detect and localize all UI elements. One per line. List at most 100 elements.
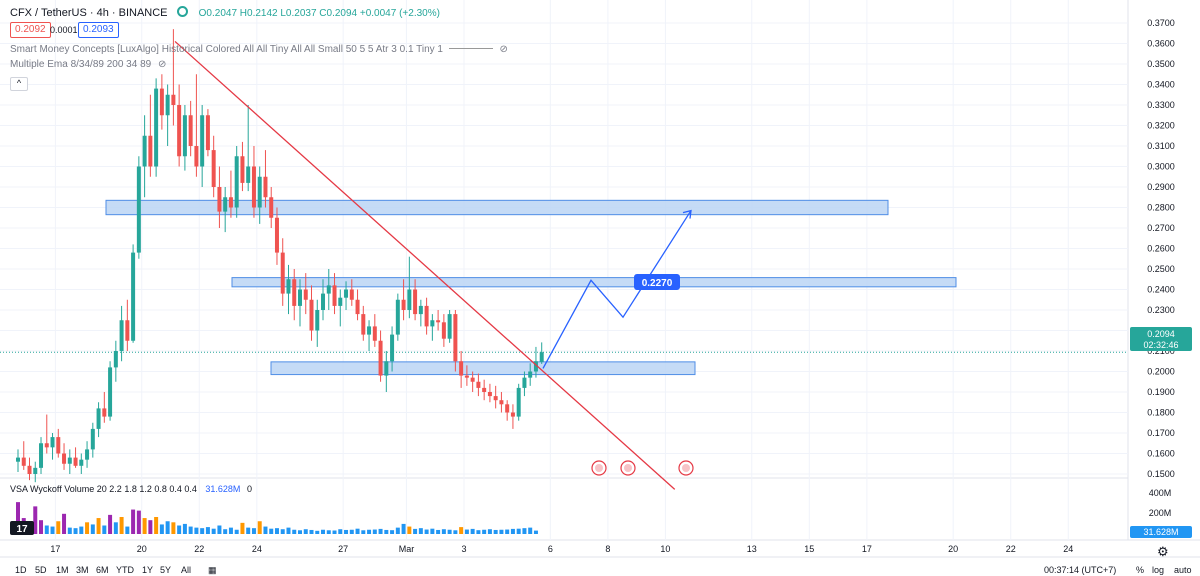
time-tick-label: 22 [1006, 544, 1016, 554]
candle-body [223, 197, 228, 212]
drawings: 0.2270 17 [10, 40, 694, 535]
candle-body [90, 428, 95, 450]
volume-bar [67, 527, 72, 534]
candle-body [280, 252, 285, 294]
candle-body [142, 135, 147, 167]
volume-bar [441, 529, 446, 534]
candle-body [390, 334, 395, 362]
collapse-legend-button[interactable]: ^ [10, 77, 28, 91]
volume-bar [148, 520, 153, 534]
candle-body [62, 453, 67, 464]
hidden-eye-icon[interactable]: ⊘ [158, 59, 167, 70]
volume-bar [73, 528, 78, 534]
tf-6m[interactable]: 6M [96, 565, 109, 575]
tf-5y[interactable]: 5Y [160, 565, 172, 575]
volume-bar [182, 523, 187, 534]
candle-body [286, 279, 291, 294]
log-toggle[interactable]: log [1152, 565, 1165, 575]
candle-body [326, 285, 331, 294]
sr-zones [105, 199, 957, 376]
volume-bar [464, 529, 469, 534]
tf-ytd[interactable]: YTD [116, 565, 134, 575]
tf-1y[interactable]: 1Y [142, 565, 154, 575]
candle-body [378, 340, 383, 376]
candle-body [16, 457, 20, 462]
volume-bar [326, 530, 331, 534]
volume-tick-label: 400M [1149, 488, 1172, 498]
price-tick-label: 0.3500 [1147, 59, 1175, 69]
economic-event-icon [620, 460, 636, 476]
volume-bar [142, 518, 147, 534]
date-range-icon[interactable]: ▦ [208, 565, 217, 575]
candle-body [200, 115, 205, 167]
volume-bar [177, 525, 182, 534]
volume-bar [228, 527, 233, 534]
time-tick-label: 17 [50, 544, 60, 554]
buy-price[interactable]: 0.2093 [78, 22, 119, 38]
hidden-eye-icon[interactable]: ⊘ [499, 44, 508, 55]
price-tick-label: 0.2700 [1147, 223, 1175, 233]
volume-bar [274, 528, 279, 534]
candle-body [297, 289, 302, 306]
time-tick-label: 27 [338, 544, 348, 554]
candle-body [171, 94, 176, 105]
volume-bar [131, 509, 136, 534]
volume-bar [90, 524, 95, 534]
volume-bar [297, 530, 302, 534]
volume-bar [33, 506, 38, 534]
time-tick-label: 8 [605, 544, 610, 554]
tf-5d[interactable]: 5D [35, 565, 47, 575]
volume-bar [338, 529, 343, 534]
volume-legend[interactable]: VSA Wyckoff Volume 20 2.2 1.8 1.2 0.8 0.… [10, 484, 252, 494]
candle-body [205, 115, 210, 151]
price-tick-label: 0.3400 [1147, 80, 1175, 90]
candle-body [470, 377, 475, 382]
volume-bar [528, 527, 533, 534]
candle-body [177, 105, 182, 157]
candle-body [21, 457, 26, 466]
candle-body [510, 412, 515, 417]
candle-body [464, 375, 469, 378]
clock-utc[interactable]: 00:37:14 (UTC+7) [1044, 565, 1117, 575]
volume-bar [240, 522, 245, 534]
settings-gear-icon[interactable]: ⚙ [1157, 544, 1169, 559]
candle-body [125, 320, 130, 341]
indicator-ema[interactable]: Multiple Ema 8/34/89 200 34 89 ⊘ [10, 59, 166, 70]
volume-bar [263, 526, 268, 534]
candle-body [516, 387, 521, 417]
candle-body [50, 437, 55, 448]
candle-body [332, 285, 337, 306]
candles [16, 29, 544, 483]
volume-bar [286, 527, 291, 534]
price-tick-label: 0.3200 [1147, 121, 1175, 131]
tf-3m[interactable]: 3M [76, 565, 89, 575]
auto-toggle[interactable]: auto [1174, 565, 1192, 575]
candle-body [79, 459, 84, 466]
candle-body [211, 150, 216, 187]
price-tick-label: 0.2400 [1147, 285, 1175, 295]
tf-all[interactable]: All [181, 565, 192, 575]
volume-bar [309, 529, 314, 534]
price-tick-label: 0.2500 [1147, 264, 1175, 274]
volume-bar [430, 528, 435, 534]
volume-bar [510, 528, 515, 534]
time-tick-label: 13 [747, 544, 757, 554]
tf-1m[interactable]: 1M [56, 565, 69, 575]
tf-1d[interactable]: 1D [15, 565, 27, 575]
candle-body [407, 289, 412, 310]
percent-toggle[interactable]: % [1136, 565, 1145, 575]
volume-indicator-label: VSA Wyckoff Volume 20 2.2 1.8 1.2 0.8 0.… [10, 484, 197, 494]
indicator-smc[interactable]: Smart Money Concepts [LuxAlgo] Historica… [10, 44, 508, 55]
projection-arrowhead [682, 209, 692, 219]
symbol-title[interactable]: CFX / TetherUS · 4h · BINANCE O0.2047 H0… [10, 6, 440, 19]
sell-price[interactable]: 0.2092 [10, 22, 51, 38]
volume-value-tag [1130, 526, 1192, 538]
candle-body [344, 289, 349, 298]
sr-zone [231, 277, 957, 288]
candle-body [257, 176, 262, 208]
price-tick-label: 0.3600 [1147, 39, 1175, 49]
projection-path [542, 210, 692, 369]
candle-body [182, 115, 187, 157]
candle-body [274, 217, 279, 253]
